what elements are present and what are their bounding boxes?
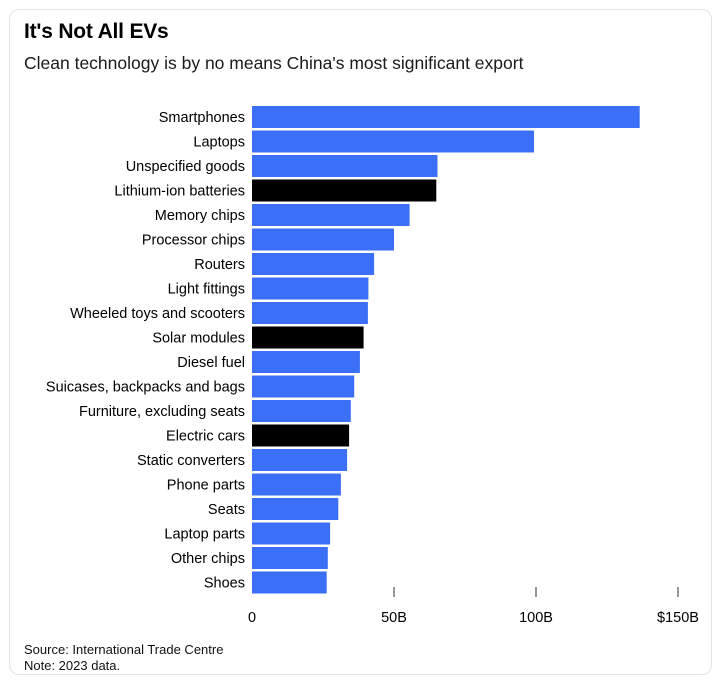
source-note: Source: International Trade Centre: [24, 642, 224, 657]
label-phone-parts: Phone parts: [167, 478, 245, 494]
bar-other-chips: [252, 547, 328, 569]
bar-laptop-parts: [252, 522, 331, 545]
label-diesel-fuel: Diesel fuel: [177, 355, 245, 371]
tick-label-50b: 50B: [381, 610, 407, 626]
bar-routers: [252, 253, 375, 275]
label-processor-chips: Processor chips: [142, 233, 245, 249]
label-solar-modules: Solar modules: [152, 331, 245, 347]
tick-label-150b: $150B: [657, 610, 699, 626]
label-unspecified-goods: Unspecified goods: [126, 159, 245, 175]
label-static-converters: Static converters: [137, 453, 245, 469]
bar-memory-chips: [252, 204, 410, 226]
label-furniture-excluding-seats: Furniture, excluding seats: [79, 404, 245, 420]
label-smartphones: Smartphones: [159, 110, 245, 126]
label-memory-chips: Memory chips: [155, 208, 245, 224]
x-axis: 0 50B 100B $150B: [248, 587, 699, 626]
data-note: Note: 2023 data.: [24, 658, 121, 673]
bar-seats: [252, 498, 339, 520]
bar-lithium-ion-batteries: [252, 179, 437, 202]
tick-label-100b: 100B: [519, 610, 553, 626]
bar-solar-modules: [252, 326, 364, 349]
label-routers: Routers: [194, 257, 245, 273]
bar-unspecified-goods: [252, 155, 438, 177]
chart-title: It's Not All EVs: [24, 20, 169, 43]
bar-laptops: [252, 130, 534, 153]
bar-diesel-fuel: [252, 351, 360, 373]
bar-suicases-backpacks-and-bags: [252, 375, 355, 398]
label-seats: Seats: [208, 502, 245, 518]
label-suicases-backpacks-and-bags: Suicases, backpacks and bags: [46, 380, 245, 396]
label-light-fittings: Light fittings: [168, 282, 245, 298]
category-labels: Smartphones Laptops Unspecified goods Lithi…: [46, 110, 245, 592]
bar-furniture-excluding-seats: [252, 400, 351, 422]
label-other-chips: Other chips: [171, 551, 245, 567]
bars-group: [252, 106, 640, 594]
label-laptops: Laptops: [193, 135, 245, 151]
label-shoes: Shoes: [204, 576, 245, 592]
bar-static-converters: [252, 449, 348, 471]
tick-label-0: 0: [248, 610, 256, 626]
bar-wheeled-toys-and-scooters: [252, 302, 368, 324]
bar-smartphones: [252, 106, 640, 128]
bar-light-fittings: [252, 277, 369, 300]
bar-chart: Smartphones Laptops Unspecified goods Lithi…: [46, 106, 699, 626]
label-wheeled-toys-and-scooters: Wheeled toys and scooters: [70, 306, 245, 322]
label-electric-cars: Electric cars: [166, 429, 245, 445]
label-laptop-parts: Laptop parts: [164, 527, 245, 543]
bar-shoes: [252, 571, 327, 594]
bar-phone-parts: [252, 473, 341, 496]
chart-subtitle: Clean technology is by no means China's …: [24, 53, 524, 73]
bar-electric-cars: [252, 424, 350, 447]
label-lithium-ion-batteries: Lithium-ion batteries: [114, 184, 245, 200]
bar-processor-chips: [252, 228, 394, 251]
